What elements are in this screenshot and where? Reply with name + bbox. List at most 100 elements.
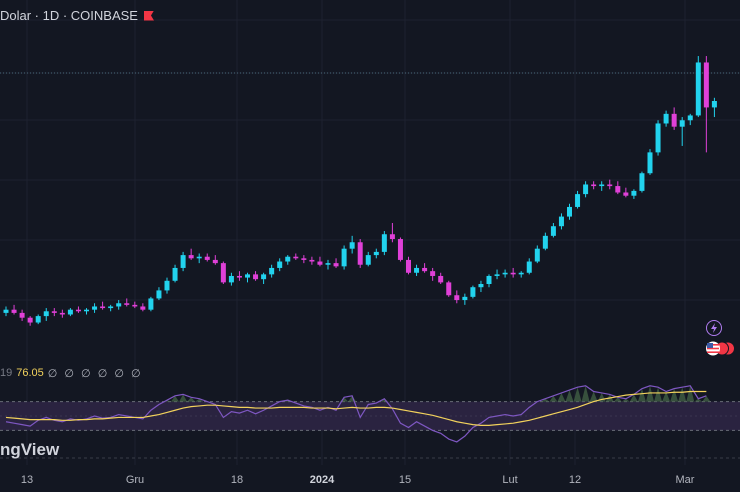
candle-body — [51, 311, 57, 313]
candle-body — [19, 312, 25, 318]
candle-body — [454, 295, 460, 301]
rsi-empty-values: ∅ ∅ ∅ ∅ ∅ ∅ — [47, 368, 143, 380]
rsi-overbought-fill — [162, 385, 711, 402]
x-tick-label: Gru — [125, 474, 145, 486]
candle-body — [3, 309, 9, 313]
candle-body — [92, 306, 98, 310]
candle-body — [478, 284, 484, 288]
candle-body — [333, 263, 339, 267]
us-flag-icon[interactable] — [704, 341, 735, 356]
candle-body — [446, 282, 452, 296]
candle-body — [591, 184, 597, 187]
candle-body — [389, 234, 395, 240]
flag-icon[interactable] — [143, 10, 154, 21]
candle-body — [365, 255, 371, 265]
candle-body — [615, 186, 621, 193]
candle-body — [663, 113, 669, 124]
candle-body — [59, 312, 65, 315]
candle-body — [462, 296, 468, 301]
candle-body — [438, 275, 444, 283]
candle-body — [542, 235, 548, 249]
candle-body — [655, 123, 661, 153]
candle-body — [687, 115, 693, 121]
tradingview-watermark: ngView — [0, 440, 60, 459]
candle-body — [534, 248, 540, 262]
x-tick-label: 15 — [398, 474, 412, 486]
candle-body — [204, 256, 210, 260]
candle-body — [236, 275, 242, 278]
x-tick-label: Mar — [675, 474, 695, 486]
candle-body — [269, 267, 275, 275]
candle-body — [261, 274, 267, 280]
candle-body — [180, 255, 186, 268]
candle-body — [422, 267, 428, 272]
candle-body — [470, 287, 476, 297]
candle-body — [164, 280, 170, 291]
candle-body — [550, 226, 556, 236]
candle-body — [84, 309, 89, 312]
candle-body — [277, 261, 283, 268]
candle-body — [518, 272, 524, 275]
candle-body — [623, 192, 629, 196]
candle-body — [430, 271, 436, 276]
candle-body — [156, 290, 162, 299]
lightning-icon[interactable] — [706, 320, 722, 336]
candle-body — [35, 316, 41, 323]
candle-body — [486, 275, 492, 284]
candle-body — [317, 261, 323, 265]
candle-body — [132, 304, 138, 307]
candle-body — [188, 255, 194, 259]
candle-body — [349, 242, 355, 249]
rsi-legend[interactable]: 19 76.05 ∅ ∅ ∅ ∅ ∅ ∅ — [0, 367, 143, 380]
candle-body — [124, 303, 130, 305]
candle-body — [647, 152, 653, 174]
x-tick-label: 13 — [20, 474, 34, 486]
candle-body — [341, 248, 347, 267]
candle-body — [567, 206, 572, 217]
candle-body — [140, 306, 146, 310]
candle-body — [253, 274, 259, 280]
x-tick-label: 2024 — [309, 474, 335, 486]
chart-header: Dolar · 1D · COINBASE — [0, 8, 154, 23]
candle-body — [599, 184, 605, 187]
candle-body — [703, 62, 709, 108]
candle-body — [245, 274, 250, 278]
candle-body — [285, 256, 291, 262]
candle-body — [75, 309, 81, 312]
symbol-title[interactable]: Dolar · 1D · COINBASE — [0, 8, 138, 23]
candle-body — [301, 258, 307, 260]
candle-body — [502, 272, 508, 275]
candle-body — [510, 272, 516, 275]
candle-body — [494, 274, 500, 276]
candle-body — [212, 259, 218, 264]
candle-body — [196, 256, 202, 259]
candle-body — [116, 303, 122, 307]
candle-body — [108, 306, 114, 309]
candle-body — [671, 113, 677, 127]
candle-body — [293, 256, 299, 259]
candle-body — [406, 259, 411, 273]
candle-body — [639, 173, 645, 191]
candle-body — [100, 306, 106, 309]
candle-body — [309, 259, 315, 262]
candle-body — [414, 267, 420, 273]
candle-body — [397, 239, 403, 260]
candle-body — [373, 251, 379, 256]
x-tick-label: 12 — [568, 474, 582, 486]
candle-body — [679, 120, 685, 127]
rsi-value: 76.05 — [16, 367, 44, 379]
candle-body — [228, 275, 234, 283]
candle-body — [526, 261, 532, 273]
candle-body — [11, 309, 17, 313]
x-tick-label: 18 — [230, 474, 244, 486]
candle-body — [357, 242, 363, 265]
candle-body — [43, 311, 49, 317]
candle-body — [607, 184, 613, 187]
candle-body — [381, 234, 387, 252]
candle-body — [575, 194, 581, 207]
candle-body — [631, 190, 637, 196]
candle-body — [27, 317, 33, 323]
rsi-ma-line — [5, 390, 707, 426]
candle-body — [711, 101, 717, 108]
